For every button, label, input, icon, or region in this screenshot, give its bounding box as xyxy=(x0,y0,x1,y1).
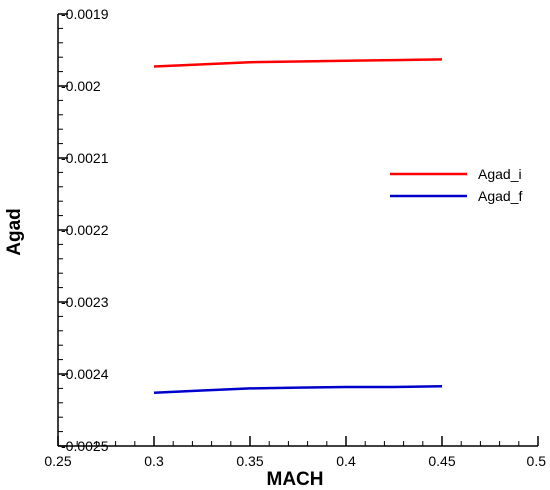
legend-label-agad-f: Agad_f xyxy=(478,188,522,204)
y-tick-label: -0.0022 xyxy=(61,222,109,238)
x-tick-label: 0.4 xyxy=(336,453,356,469)
legend: Agad_i Agad_f xyxy=(390,166,522,204)
y-tick-label: -0.0023 xyxy=(61,294,109,310)
series-line-agad-f xyxy=(153,384,443,394)
series-lines xyxy=(153,58,443,394)
y-tick-label: -0.0021 xyxy=(61,150,109,166)
y-axis-ticks: -0.0019 -0.002 -0.0021 -0.0022 -0.0023 -0.002… xyxy=(58,6,109,454)
x-tick-label: 0.45 xyxy=(428,453,455,469)
x-axis-title: MACH xyxy=(267,469,324,490)
legend-label-agad-i: Agad_i xyxy=(478,166,522,182)
y-tick-label: -0.0024 xyxy=(61,366,109,382)
y-axis-title: Agad xyxy=(4,208,25,256)
y-tick-label: -0.0019 xyxy=(61,6,109,22)
x-axis-ticks: 0.25 0.3 0.35 0.4 0.45 0.5 xyxy=(44,436,546,469)
series-line-agad-i xyxy=(153,58,443,68)
y-tick-label: -0.002 xyxy=(61,78,101,94)
x-tick-label: 0.35 xyxy=(236,453,263,469)
x-tick-label: 0.3 xyxy=(144,453,164,469)
x-tick-label: 0.5 xyxy=(527,453,547,469)
x-tick-label: 0.25 xyxy=(44,453,71,469)
y-tick-label: -0.0025 xyxy=(61,438,109,454)
